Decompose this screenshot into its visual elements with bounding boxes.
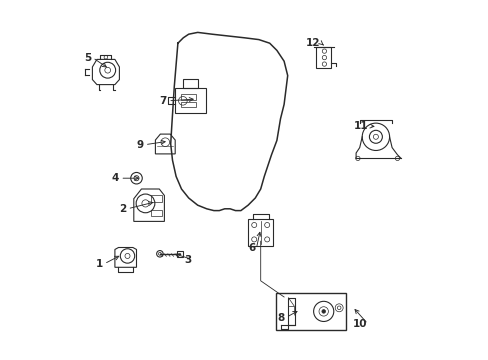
Text: 5: 5: [84, 53, 91, 63]
Bar: [151, 195, 162, 202]
Text: 12: 12: [305, 38, 320, 48]
Bar: [275, 292, 346, 330]
Bar: [181, 94, 196, 100]
Text: 2: 2: [119, 204, 126, 214]
Bar: [181, 102, 196, 107]
Text: 10: 10: [352, 319, 366, 329]
Circle shape: [321, 310, 325, 313]
Bar: [151, 210, 162, 216]
Bar: [177, 251, 183, 257]
Text: 9: 9: [136, 140, 143, 150]
Text: 8: 8: [277, 312, 284, 323]
Text: 4: 4: [112, 173, 119, 183]
Text: 3: 3: [183, 255, 191, 265]
Text: 11: 11: [353, 121, 367, 131]
Text: 1: 1: [96, 259, 103, 269]
Text: 7: 7: [160, 96, 167, 106]
Text: 6: 6: [247, 243, 255, 253]
